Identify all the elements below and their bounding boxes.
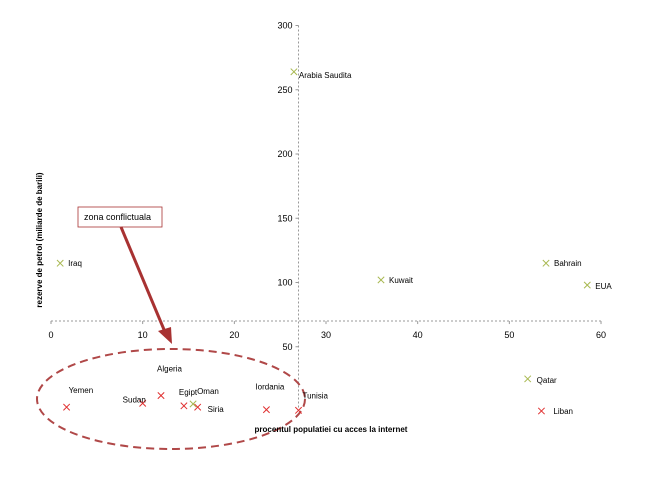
x-tick-label: 20 (229, 330, 239, 340)
chart-annotations: zona conflictuala (36, 206, 306, 450)
chart-axes (50, 25, 602, 411)
point-marker-stroke (542, 259, 550, 267)
y-axis-title: rezerve de petrol (miliarde de barili) (35, 172, 44, 307)
point-eua (583, 281, 591, 289)
x-tick-label: 30 (321, 330, 331, 340)
point-siria (194, 403, 202, 411)
point-label: Kuwait (389, 276, 414, 285)
point-marker-stroke (139, 399, 147, 407)
point-marker-stroke (262, 406, 270, 414)
y-tick-label: 200 (277, 149, 292, 159)
point-label: Qatar (537, 376, 557, 385)
x-tick-label: 10 (138, 330, 148, 340)
point-iraq (56, 259, 64, 267)
y-tick-label: 300 (277, 21, 292, 31)
point-marker-stroke (524, 375, 532, 383)
point-marker-stroke (194, 403, 202, 411)
y-tick-label: 100 (277, 278, 292, 288)
point-label: Iraq (68, 259, 82, 268)
point-label: Oman (197, 387, 219, 396)
point-marker-stroke (56, 259, 64, 267)
point-marker-stroke (63, 403, 71, 411)
point-marker-stroke (157, 392, 165, 400)
point-marker-stroke (294, 406, 303, 414)
point-qatar (524, 375, 532, 383)
x-tick-label: 60 (596, 330, 606, 340)
point-arabia-saudita (290, 68, 298, 76)
point-marker-stroke (537, 407, 545, 415)
y-tick-label: 50 (282, 342, 292, 352)
point-marker-stroke (180, 402, 188, 410)
point-label: Siria (208, 405, 225, 414)
callout-arrow-shaft (119, 226, 167, 333)
point-yemen (63, 403, 71, 411)
point-label: Arabia Saudita (299, 71, 352, 80)
point-tunisia (294, 406, 303, 414)
point-bahrain (542, 259, 550, 267)
x-tick-label: 40 (413, 330, 423, 340)
x-tick-label: 50 (504, 330, 514, 340)
point-marker-stroke (583, 281, 591, 289)
point-marker-stroke (189, 400, 197, 408)
x-tick-label: 0 (48, 330, 53, 340)
point-egipt (180, 402, 188, 410)
point-sudan (139, 399, 147, 407)
point-label: Yemen (69, 386, 94, 395)
point-label: Iordania (255, 383, 284, 392)
point-liban (537, 407, 545, 415)
point-label: Liban (553, 407, 573, 416)
callout-text: zona conflictuala (84, 212, 151, 222)
point-label: Bahrain (554, 259, 582, 268)
point-kuwait (377, 276, 385, 284)
y-tick-label: 250 (277, 85, 292, 95)
point-oman (189, 400, 197, 408)
point-label: Tunisia (303, 391, 329, 400)
point-marker-stroke (377, 276, 385, 284)
chart-points (56, 68, 591, 415)
point-algeria (157, 392, 165, 400)
point-label: Sudan (123, 395, 146, 404)
callout-box (77, 206, 163, 228)
y-tick-label: 150 (277, 213, 292, 223)
point-label: Algeria (157, 365, 182, 374)
chart-point-labels: Yemen Sudan Algeria Egipt Siria Iordania Tunis… (68, 71, 612, 416)
x-axis-title: procentul populatiei cu acces la interne… (255, 425, 408, 434)
chart-tick-labels: 0 10 20 30 40 50 60 50 100 150 200 250 300 (48, 21, 606, 352)
point-label: EUA (595, 282, 612, 291)
point-label: Egipt (179, 388, 198, 397)
conflict-zone-ellipse (36, 348, 306, 450)
callout-arrow-head (158, 327, 172, 344)
point-iordania (262, 406, 270, 414)
point-marker-stroke (290, 68, 298, 76)
